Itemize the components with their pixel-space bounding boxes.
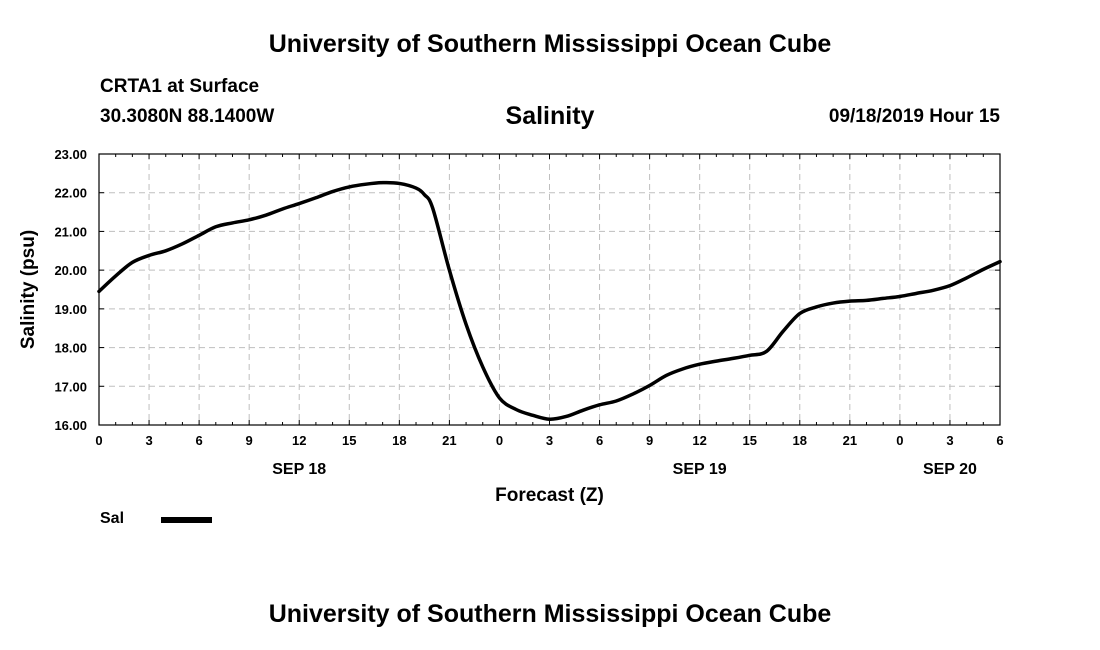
y-tick-label-4: 20.00 xyxy=(54,263,87,278)
x-tick-label-1: 3 xyxy=(145,433,152,448)
x-tick-label-13: 15 xyxy=(742,433,756,448)
x-tick-label-11: 9 xyxy=(646,433,653,448)
x-tick-label-6: 18 xyxy=(392,433,406,448)
x-tick-label-5: 15 xyxy=(342,433,356,448)
y-axis-label: Salinity (psu) xyxy=(18,230,39,349)
y-tick-label-3: 19.00 xyxy=(54,302,87,317)
x-tick-label-17: 3 xyxy=(946,433,953,448)
x-tick-label-15: 21 xyxy=(843,433,857,448)
chart-title: Salinity xyxy=(505,102,595,130)
legend-label: Sal xyxy=(100,510,125,527)
y-tick-label-2: 18.00 xyxy=(54,341,87,356)
y-tick-label-0: 16.00 xyxy=(54,418,87,433)
x-tick-label-10: 6 xyxy=(596,433,603,448)
y-tick-label-7: 23.00 xyxy=(54,147,87,162)
x-tick-label-4: 12 xyxy=(292,433,306,448)
page-title: University of Southern Mississippi Ocean… xyxy=(268,30,832,58)
x-tick-label-3: 9 xyxy=(246,433,253,448)
station-name: CRTA1 at Surface xyxy=(100,76,260,97)
station-coordinates: 30.3080N 88.1400W xyxy=(100,106,275,127)
x-tick-label-0: 0 xyxy=(95,433,102,448)
x-tick-label-7: 21 xyxy=(442,433,456,448)
forecast-datetime: 09/18/2019 Hour 15 xyxy=(828,106,1000,127)
x-tick-label-16: 0 xyxy=(896,433,903,448)
x-axis-label: Forecast (Z) xyxy=(495,485,604,506)
y-tick-label-5: 21.00 xyxy=(54,224,87,239)
y-tick-label-6: 22.00 xyxy=(54,186,87,201)
y-tick-label-1: 17.00 xyxy=(54,379,87,394)
x-tick-label-12: 12 xyxy=(692,433,706,448)
footer-title: University of Southern Mississippi Ocean… xyxy=(268,600,832,628)
series-line-sal xyxy=(97,180,1002,421)
x-tick-label-2: 6 xyxy=(195,433,202,448)
day-label-2: SEP 20 xyxy=(923,461,977,478)
x-tick-label-14: 18 xyxy=(793,433,807,448)
legend-swatch xyxy=(161,517,212,523)
x-tick-label-9: 3 xyxy=(546,433,553,448)
x-tick-label-8: 0 xyxy=(496,433,503,448)
x-tick-label-18: 6 xyxy=(996,433,1003,448)
day-label-1: SEP 19 xyxy=(673,461,727,478)
day-label-0: SEP 18 xyxy=(272,461,326,478)
